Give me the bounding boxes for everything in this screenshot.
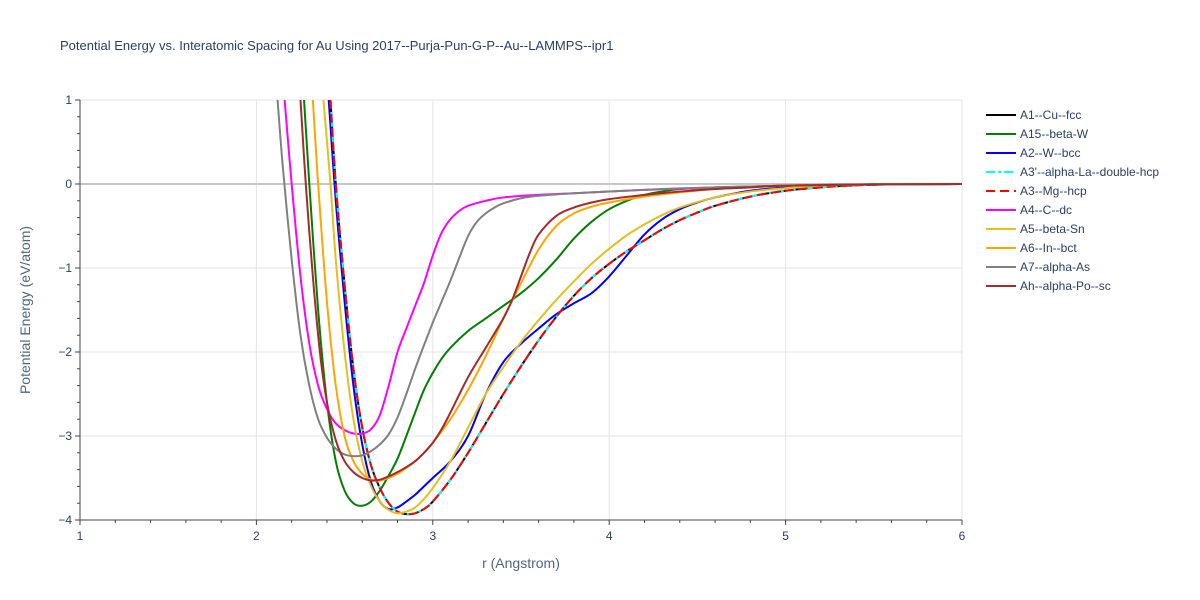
legend-item[interactable]: A15--beta-W <box>986 127 1089 141</box>
x-tick-label: 4 <box>606 529 613 543</box>
legend-item[interactable]: A7--alpha-As <box>986 260 1090 274</box>
y-axis-title: Potential Energy (eV/atom) <box>17 226 33 394</box>
x-axis-title: r (Angstrom) <box>482 555 560 571</box>
legend-item[interactable]: A3'--alpha-La--double-hcp <box>986 165 1159 179</box>
legend-label: A3--Mg--hcp <box>1020 184 1087 198</box>
axes <box>75 99 963 525</box>
x-tick-label: 2 <box>253 529 260 543</box>
legend-label: A3'--alpha-La--double-hcp <box>1020 165 1159 179</box>
legend-item[interactable]: A3--Mg--hcp <box>986 184 1087 198</box>
legend-item[interactable]: A6--In--bct <box>986 241 1077 255</box>
series-line-4 <box>329 100 962 516</box>
legend-label: A6--In--bct <box>1020 241 1077 255</box>
x-tick-labels: 1 2 3 4 5 6 <box>77 529 966 543</box>
x-tick-label: 1 <box>77 529 84 543</box>
x-tick-label: 3 <box>429 529 436 543</box>
series-line-8 <box>276 100 962 458</box>
legend-label: A4--C--dc <box>1020 203 1072 217</box>
series-line-2 <box>327 100 962 511</box>
legend-item[interactable]: A5--beta-Sn <box>986 222 1085 236</box>
series-line-5 <box>283 100 962 435</box>
grid-lines <box>80 99 963 520</box>
series-layer <box>276 100 962 516</box>
y-tick-label: −1 <box>58 261 72 275</box>
y-tick-label: −2 <box>58 345 72 359</box>
series-line-9 <box>299 100 962 482</box>
legend-item[interactable]: A2--W--bcc <box>986 146 1080 160</box>
y-tick-label: 1 <box>65 93 72 107</box>
y-tick-label: −3 <box>58 429 72 443</box>
y-tick-label: −4 <box>58 513 72 527</box>
x-tick-label: 6 <box>959 529 966 543</box>
chart-title: Potential Energy vs. Interatomic Spacing… <box>60 38 613 53</box>
legend-label: Ah--alpha-Po--sc <box>1020 279 1111 293</box>
legend-label: A15--beta-W <box>1020 127 1089 141</box>
legend-label: A2--W--bcc <box>1020 146 1080 160</box>
x-tick-label: 5 <box>782 529 789 543</box>
legend-label: A7--alpha-As <box>1020 260 1090 274</box>
legend-label: A5--beta-Sn <box>1020 222 1085 236</box>
series-line-1 <box>303 100 962 507</box>
y-tick-labels: 1 0 −1 −2 −3 −4 <box>58 93 72 527</box>
series-line-6 <box>322 100 962 515</box>
legend-item[interactable]: Ah--alpha-Po--sc <box>986 279 1111 293</box>
y-tick-label: 0 <box>65 177 72 191</box>
legend-label: A1--Cu--fcc <box>1020 108 1081 122</box>
legend-item[interactable]: A4--C--dc <box>986 203 1072 217</box>
legend: A1--Cu--fcc A15--beta-W A2--W--bcc A3'--alp… <box>986 108 1159 293</box>
legend-item[interactable]: A1--Cu--fcc <box>986 108 1081 122</box>
